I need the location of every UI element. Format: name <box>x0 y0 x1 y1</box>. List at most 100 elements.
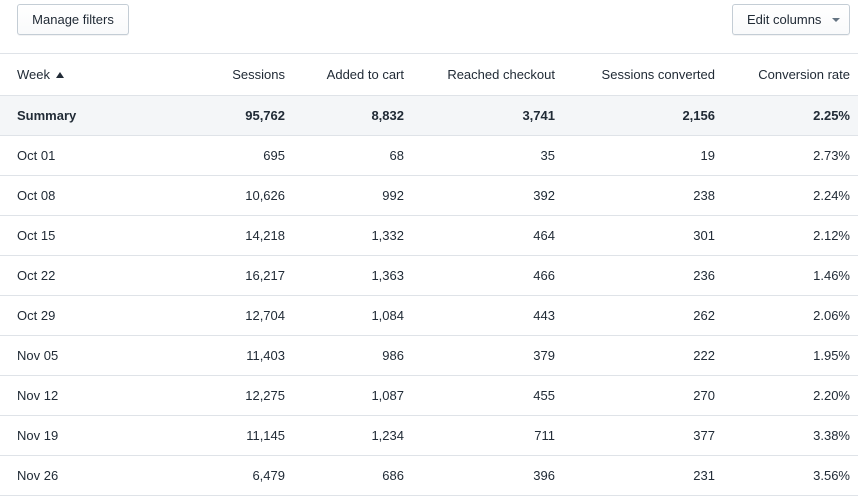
cell-text: 377 <box>693 428 715 443</box>
cell-text: 443 <box>533 308 555 323</box>
summary-row: Summary 95,762 8,832 3,741 2,156 2.25% <box>0 96 858 136</box>
cell: 11,403 <box>246 336 285 375</box>
cell-text: 1,087 <box>371 388 404 403</box>
button-label: Manage filters <box>32 12 114 27</box>
cell-text: Oct 29 <box>17 308 56 323</box>
cell-text: Sessions <box>232 67 285 82</box>
cell: 3.56% <box>813 456 850 495</box>
cell-text: 2.73% <box>813 148 850 163</box>
data-row: Oct 15 14,218 1,332 464 301 2.12% <box>0 216 858 256</box>
cell: Nov 19 <box>17 416 58 455</box>
cell: Summary <box>17 96 76 135</box>
cell: 270 <box>693 376 715 415</box>
cell-text: 16,217 <box>245 268 285 283</box>
cell-text: 8,832 <box>371 108 404 123</box>
cell-text: 19 <box>700 148 715 163</box>
cell-text: 2,156 <box>682 108 715 123</box>
cell-text: 11,145 <box>246 428 285 443</box>
cell-text: Nov 12 <box>17 388 59 403</box>
cell: 377 <box>693 416 715 455</box>
cell-text: 1,363 <box>371 268 404 283</box>
sort-ascending-icon <box>56 71 64 78</box>
cell-text: 392 <box>533 188 555 203</box>
cell-text: 711 <box>534 428 555 443</box>
cell: 466 <box>533 256 555 295</box>
column-header[interactable]: Added to cart <box>327 54 404 95</box>
cell-text: 1,234 <box>371 428 404 443</box>
cell: 711 <box>534 416 555 455</box>
cell-text: 466 <box>533 268 555 283</box>
cell: 12,704 <box>245 296 285 335</box>
cell-text: Week <box>17 67 50 82</box>
cell-text: 2.24% <box>813 188 850 203</box>
column-header[interactable]: Conversion rate <box>758 54 850 95</box>
cell-text: Oct 01 <box>17 148 56 163</box>
cell: 3,741 <box>522 96 555 135</box>
cell-text: Nov 19 <box>17 428 59 443</box>
cell-text: 301 <box>693 228 715 243</box>
data-row: Nov 05 11,403 986 379 222 1.95% <box>0 336 858 376</box>
cell: 396 <box>533 456 555 495</box>
cell-text: 11,403 <box>246 348 285 363</box>
cell-text: 222 <box>693 348 715 363</box>
cell: 2.20% <box>813 376 850 415</box>
cell-text: 12,704 <box>245 308 285 323</box>
cell: 10,626 <box>245 176 285 215</box>
cell: 262 <box>693 296 715 335</box>
cell-text: 238 <box>693 188 715 203</box>
cell: 301 <box>693 216 715 255</box>
button-label: Edit columns <box>747 12 822 27</box>
cell-text: 10,626 <box>245 188 285 203</box>
cell-text: 1,084 <box>371 308 404 323</box>
cell: 2.25% <box>813 96 850 135</box>
cell: 443 <box>533 296 555 335</box>
cell: Nov 05 <box>17 336 58 375</box>
cell: Oct 15 <box>17 216 55 255</box>
column-header[interactable]: Reached checkout <box>447 54 555 95</box>
cell-text: 2.12% <box>813 228 850 243</box>
cell-text: Oct 08 <box>17 188 56 203</box>
cell: 1.46% <box>813 256 850 295</box>
cell: 2.06% <box>813 296 850 335</box>
cell-text: 2.06% <box>813 308 850 323</box>
column-header[interactable]: Week <box>17 54 65 95</box>
cell-text: 379 <box>533 348 555 363</box>
cell-text: 95,762 <box>245 108 285 123</box>
header-row: Week Sessions Added to cart Reached checkou… <box>0 53 858 96</box>
cell: 1,234 <box>371 416 404 455</box>
cell: 2.12% <box>813 216 850 255</box>
data-row: Oct 08 10,626 992 392 238 2.24% <box>0 176 858 216</box>
cell: 455 <box>533 376 555 415</box>
column-header[interactable]: Sessions <box>232 54 285 95</box>
cell: Oct 01 <box>17 136 55 175</box>
cell-text: 6,479 <box>252 468 285 483</box>
edit-columns-button[interactable]: Edit columns <box>732 4 850 35</box>
cell-text: 686 <box>382 468 404 483</box>
cell: 68 <box>390 136 404 175</box>
cell-text: 455 <box>533 388 555 403</box>
cell: 35 <box>541 136 555 175</box>
data-row: Oct 29 12,704 1,084 443 262 2.06% <box>0 296 858 336</box>
cell: 2.24% <box>813 176 850 215</box>
column-header[interactable]: Sessions converted <box>602 54 715 95</box>
cell-text: 695 <box>263 148 285 163</box>
cell-text: Conversion rate <box>758 67 850 82</box>
cell: Nov 12 <box>17 376 58 415</box>
cell: 3.38% <box>813 416 850 455</box>
cell-text: 3.56% <box>813 468 850 483</box>
cell: 6,479 <box>252 456 285 495</box>
cell-text: 1.95% <box>813 348 850 363</box>
cell-text: 3,741 <box>522 108 555 123</box>
manage-filters-button[interactable]: Manage filters <box>17 4 129 35</box>
cell-text: Nov 05 <box>17 348 59 363</box>
cell-text: 231 <box>693 468 715 483</box>
cell-text: 68 <box>389 148 404 163</box>
cell: 95,762 <box>245 96 285 135</box>
cell: Oct 08 <box>17 176 55 215</box>
data-row: Oct 22 16,217 1,363 466 236 1.46% <box>0 256 858 296</box>
data-row: Oct 01 695 68 35 19 2.73% <box>0 136 858 176</box>
cell: 392 <box>533 176 555 215</box>
cell: 11,145 <box>246 416 285 455</box>
cell: 992 <box>382 176 404 215</box>
